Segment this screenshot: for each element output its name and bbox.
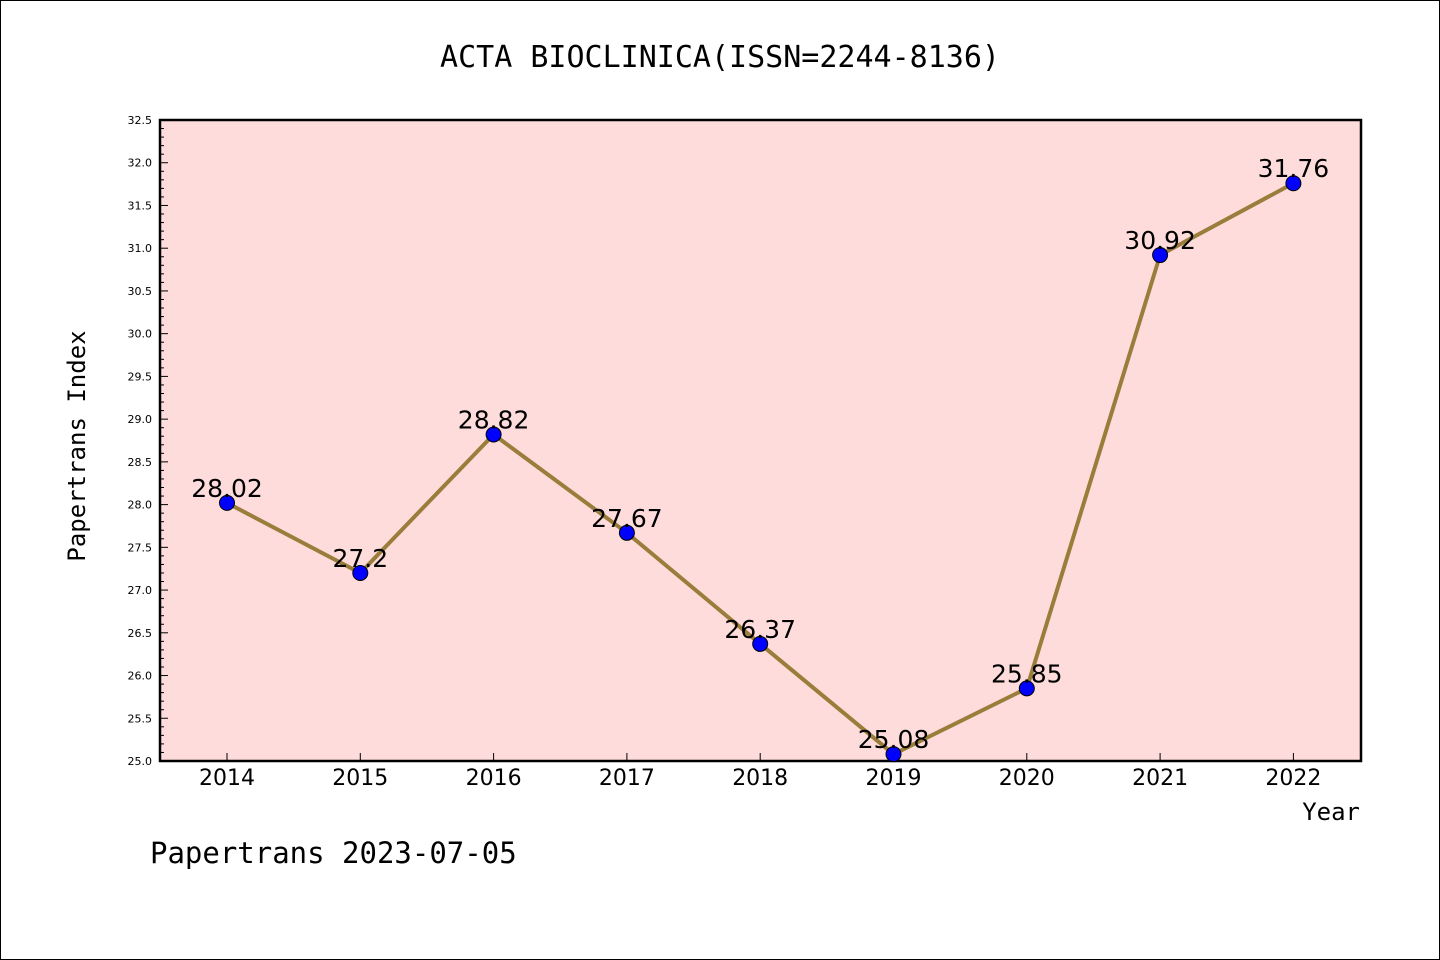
x-tick-label: 2017 bbox=[599, 766, 655, 791]
x-axis-label: Year bbox=[1302, 798, 1360, 826]
y-tick-label: 32.5 bbox=[128, 114, 153, 127]
data-points bbox=[219, 175, 1302, 763]
y-tick-label: 29.0 bbox=[128, 413, 153, 426]
x-tick-label: 2021 bbox=[1132, 766, 1188, 791]
x-tick-label: 2015 bbox=[332, 766, 388, 791]
x-tick-label: 2019 bbox=[866, 766, 922, 791]
y-axis-label: Papertrans Index bbox=[63, 330, 91, 561]
y-tick-label: 25.5 bbox=[128, 712, 153, 725]
y-tick-label: 31.5 bbox=[128, 199, 153, 212]
y-tick-label: 27.5 bbox=[128, 541, 153, 554]
data-label: 27.67 bbox=[591, 504, 663, 533]
data-point bbox=[1285, 175, 1302, 192]
data-label: 25.85 bbox=[991, 659, 1063, 688]
y-tick-label: 28.5 bbox=[128, 456, 153, 469]
data-label: 26.37 bbox=[724, 615, 796, 644]
x-tick-label: 2020 bbox=[999, 766, 1055, 791]
x-tick-label: 2022 bbox=[1265, 766, 1321, 791]
x-tick-label: 2016 bbox=[466, 766, 522, 791]
data-point bbox=[485, 426, 502, 443]
data-label: 25.08 bbox=[858, 725, 930, 754]
y-tick-label: 27.0 bbox=[128, 584, 153, 597]
x-tick-label: 2014 bbox=[199, 766, 255, 791]
y-tick-label: 30.0 bbox=[128, 328, 153, 341]
chart-title: ACTA BIOCLINICA(ISSN=2244-8136) bbox=[440, 40, 1000, 75]
data-label: 28.02 bbox=[191, 474, 263, 503]
y-tick-label: 31.0 bbox=[128, 242, 153, 255]
y-tick-label: 25.0 bbox=[128, 755, 153, 768]
data-point bbox=[885, 746, 902, 763]
y-tick-label: 32.0 bbox=[128, 157, 153, 170]
data-point bbox=[1018, 680, 1035, 697]
y-tick-label: 28.0 bbox=[128, 499, 153, 512]
plot-area bbox=[158, 118, 1363, 763]
data-point bbox=[352, 564, 369, 581]
data-point bbox=[1152, 247, 1169, 264]
data-point bbox=[752, 635, 769, 652]
data-point bbox=[219, 494, 235, 511]
y-tick-label: 29.5 bbox=[128, 370, 153, 383]
y-axis-ticks: 25.0 25.5 26.0 26.5 27.0 27.5 28.0 28.5 29.0 29.5… bbox=[128, 114, 168, 768]
data-labels: 28.02 27.2 28.82 27.67 26.37 25.08 25.85 30.92 3… bbox=[191, 154, 1329, 754]
y-tick-label: 26.5 bbox=[128, 627, 153, 640]
data-label: 28.82 bbox=[458, 406, 530, 435]
x-tick-label: 2018 bbox=[732, 766, 788, 791]
x-axis-ticks: 2014 2015 2016 2017 2018 2019 2020 2021 2022 bbox=[199, 753, 1321, 791]
data-point bbox=[618, 524, 635, 541]
y-tick-label: 26.0 bbox=[128, 670, 153, 683]
footer-text: Papertrans 2023-07-05 bbox=[150, 836, 517, 870]
data-label: 30.92 bbox=[1124, 226, 1196, 255]
data-label: 27.2 bbox=[332, 544, 388, 573]
y-tick-label: 30.5 bbox=[128, 285, 153, 298]
data-label: 31.76 bbox=[1258, 154, 1330, 183]
